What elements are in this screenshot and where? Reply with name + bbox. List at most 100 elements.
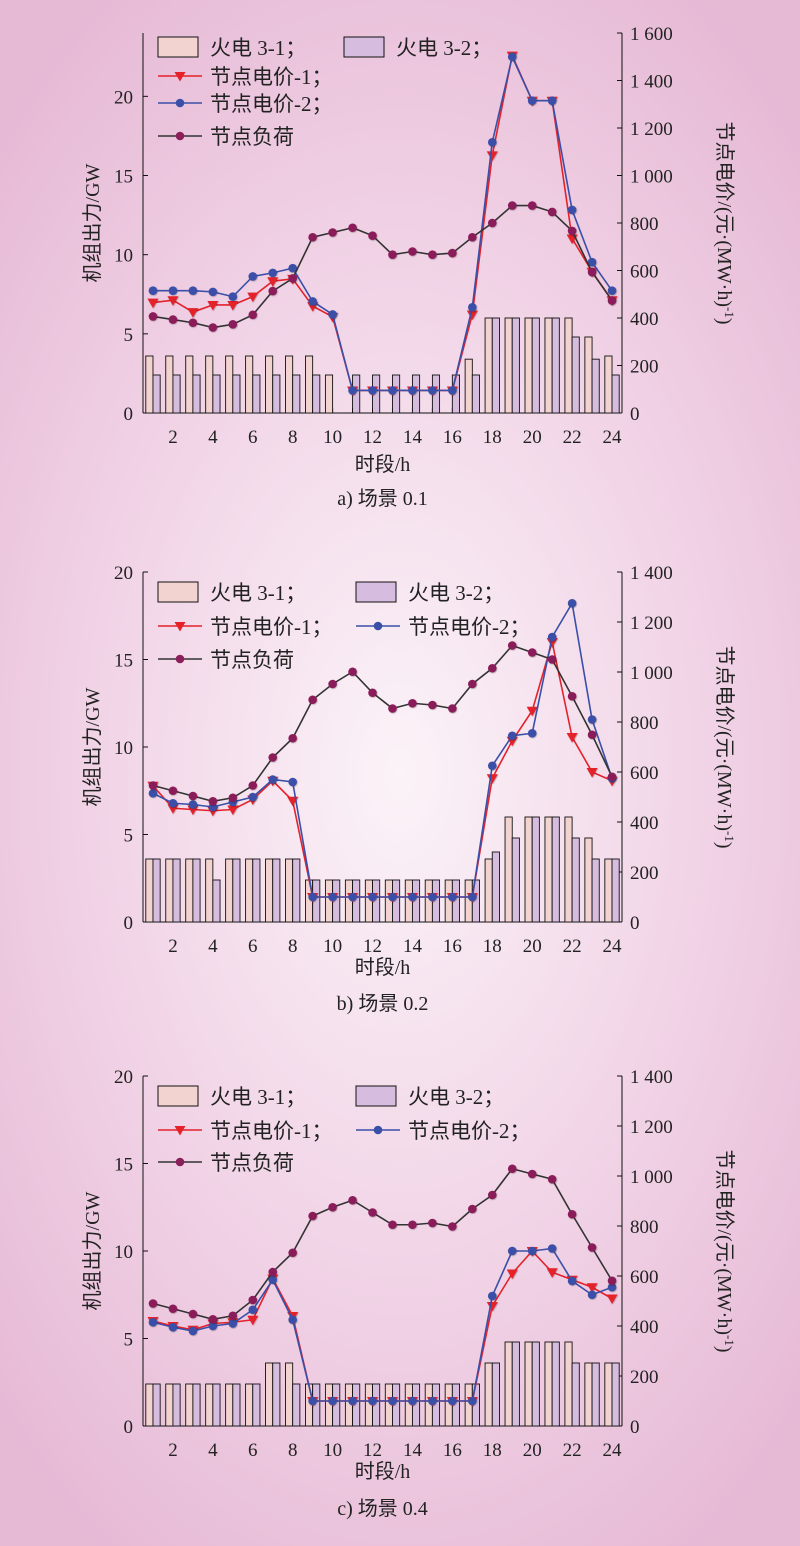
series-point-circle (308, 892, 317, 902)
bar-2 (531, 1341, 540, 1427)
bar-1 (484, 1362, 493, 1427)
left-tick-label: 10 (114, 1242, 133, 1263)
bar-1 (524, 816, 533, 923)
series-point-circle (428, 1218, 437, 1228)
x-tick-label: 2 (168, 427, 178, 448)
x-tick-label: 4 (208, 427, 218, 448)
right-tick-label: 1 200 (630, 119, 673, 140)
series-point-circle (168, 786, 178, 796)
series-point-circle (507, 641, 517, 650)
series-point-triangle (247, 292, 259, 303)
series-point-circle (228, 1311, 238, 1321)
series-point-circle (208, 1321, 218, 1331)
series-point-circle (607, 296, 617, 305)
bar-1 (544, 317, 553, 414)
series-point-circle (328, 1396, 337, 1406)
right-tick-label: 200 (630, 863, 659, 884)
legend-swatch-bar (343, 36, 385, 58)
series-point-circle (348, 223, 357, 233)
series-point-circle (148, 781, 158, 790)
bar-2 (471, 374, 480, 414)
bar-1 (464, 358, 473, 414)
x-axis-label: 时段/h (355, 1460, 411, 1483)
series-point-circle (388, 1396, 397, 1406)
series-point-circle (308, 1211, 317, 1221)
left-tick-label: 10 (114, 738, 133, 759)
left-tick-label: 15 (114, 167, 133, 188)
series-line-1 (152, 1249, 613, 1402)
series-point-circle (607, 772, 617, 782)
left-tick-label: 10 (114, 246, 133, 267)
series-point-circle (448, 1222, 457, 1231)
right-tick-label: 1 200 (630, 1117, 673, 1138)
right-tick-label: 200 (630, 1367, 659, 1388)
bar-2 (292, 1383, 301, 1427)
x-tick-label: 24 (603, 427, 623, 448)
bar-2 (491, 1362, 500, 1427)
series-point-circle (368, 386, 377, 395)
bar-2 (232, 858, 241, 923)
bar-1 (504, 816, 513, 923)
right-tick-label: 1 000 (630, 167, 673, 188)
bar-1 (205, 355, 214, 414)
series-line-3 (152, 204, 613, 329)
x-tick-label: 14 (403, 936, 423, 957)
series-point-circle (547, 632, 557, 642)
series-point-circle (248, 272, 258, 281)
series-point-triangle (506, 1269, 518, 1279)
legend-swatch-bar (355, 1085, 397, 1107)
legend-marker-triangle (174, 72, 186, 82)
series-point-circle (288, 274, 297, 283)
series-point-circle (428, 386, 437, 395)
series-point-circle (208, 287, 218, 297)
series-point-circle (188, 1326, 198, 1336)
panel-caption: b) 场景 0.2 (337, 992, 429, 1015)
right-tick-label: 800 (630, 214, 659, 235)
series-point-circle (487, 137, 497, 147)
series-point-triangle (207, 300, 219, 311)
bar-1 (205, 1383, 214, 1427)
right-tick-label: 1 200 (630, 613, 673, 634)
series-point-circle (547, 1174, 557, 1184)
bar-2 (152, 374, 161, 414)
series-point-triangle (227, 300, 239, 311)
series-point-circle (408, 698, 417, 708)
bar-1 (324, 374, 334, 414)
series-point-circle (388, 704, 397, 713)
bar-2 (292, 858, 301, 923)
bar-2 (212, 374, 221, 414)
x-tick-label: 22 (563, 1440, 582, 1461)
panel-caption: a) 场景 0.1 (337, 487, 428, 510)
left-tick-label: 5 (124, 826, 134, 847)
bar-1 (484, 317, 493, 414)
series-point-circle (607, 286, 617, 295)
series-point-circle (268, 753, 278, 762)
bar-2 (232, 1383, 241, 1427)
series-point-circle (308, 297, 317, 306)
left-tick-label: 15 (114, 651, 133, 672)
bar-2 (571, 336, 580, 414)
legend-label: 火电 3-2； (408, 1085, 504, 1109)
legend-label: 火电 3-1； (210, 581, 306, 605)
x-tick-label: 8 (288, 1440, 298, 1461)
bar-1 (524, 317, 533, 414)
series-point-circle (228, 793, 238, 803)
legend-marker-triangle (174, 622, 186, 632)
bar-1 (564, 1341, 573, 1427)
bar-1 (225, 858, 234, 923)
right-tick-label: 1 400 (630, 563, 673, 584)
bar-1 (584, 1362, 593, 1427)
bar-2 (591, 1362, 600, 1427)
bar-2 (491, 851, 500, 923)
series-point-circle (448, 892, 457, 902)
bar-1 (145, 355, 154, 414)
series-point-circle (448, 386, 457, 395)
series-point-circle (567, 691, 577, 701)
series-point-circle (507, 1164, 517, 1174)
series-point-triangle (466, 310, 478, 320)
series-point-circle (328, 310, 337, 319)
series-point-circle (448, 248, 457, 258)
series-point-circle (567, 1209, 577, 1219)
right-tick-label: 1 400 (630, 1067, 673, 1088)
bar-1 (504, 317, 513, 414)
